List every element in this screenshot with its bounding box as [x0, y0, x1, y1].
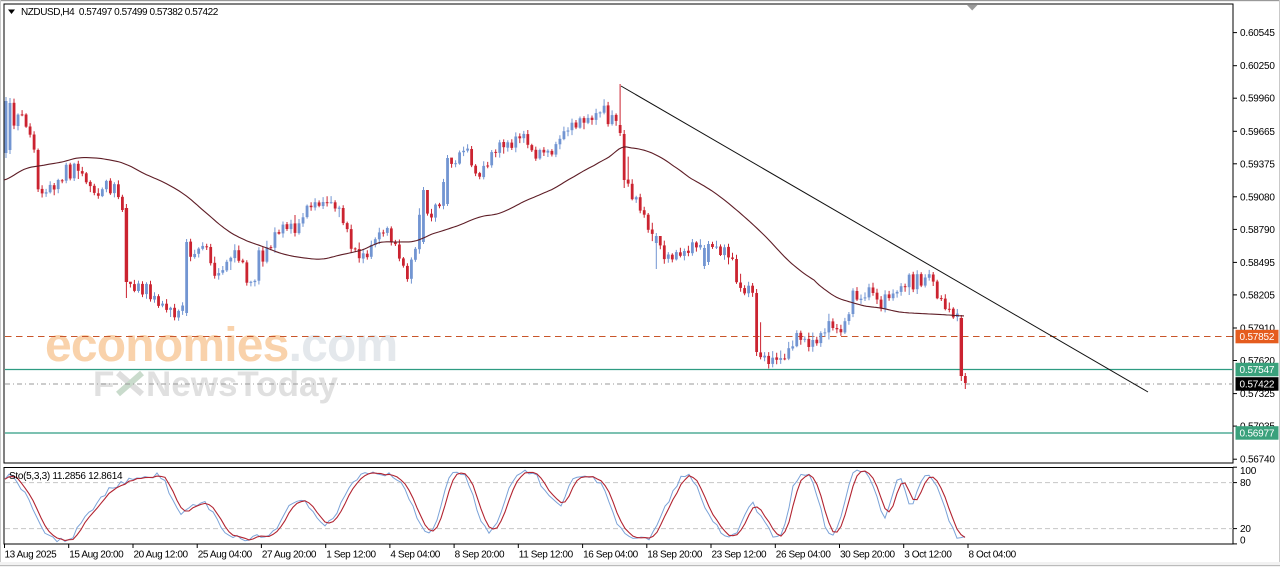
- svg-text:3 Oct 12:00: 3 Oct 12:00: [904, 550, 952, 561]
- svg-text:20: 20: [1240, 524, 1251, 535]
- svg-text:economies.com: economies.com: [45, 319, 397, 372]
- svg-text:4 Sep 04:00: 4 Sep 04:00: [390, 550, 440, 561]
- svg-text:8 Sep 20:00: 8 Sep 20:00: [455, 550, 505, 561]
- svg-text:25 Aug 04:00: 25 Aug 04:00: [198, 550, 253, 561]
- svg-text:20 Aug 12:00: 20 Aug 12:00: [134, 550, 189, 561]
- svg-text:0: 0: [1240, 535, 1246, 546]
- svg-text:0.58790: 0.58790: [1240, 225, 1275, 236]
- svg-text:80: 80: [1240, 478, 1251, 489]
- svg-text:0.59375: 0.59375: [1240, 159, 1275, 170]
- svg-text:23 Sep 12:00: 23 Sep 12:00: [712, 550, 768, 561]
- svg-text:0.57422: 0.57422: [1240, 380, 1275, 391]
- svg-text:8 Oct 04:00: 8 Oct 04:00: [969, 550, 1017, 561]
- svg-text:26 Sep 04:00: 26 Sep 04:00: [776, 550, 832, 561]
- svg-text:100: 100: [1240, 466, 1257, 477]
- svg-text:0.58205: 0.58205: [1240, 290, 1275, 301]
- svg-text:0.57325: 0.57325: [1240, 389, 1275, 400]
- svg-text:0.57620: 0.57620: [1240, 356, 1275, 367]
- svg-text:1 Sep 12:00: 1 Sep 12:00: [326, 550, 376, 561]
- svg-text:0.60250: 0.60250: [1240, 61, 1275, 72]
- svg-text:Sto(5,3,3) 11.2856 12.8614: Sto(5,3,3) 11.2856 12.8614: [9, 471, 123, 482]
- svg-text:0.59080: 0.59080: [1240, 192, 1275, 203]
- svg-text:0.58495: 0.58495: [1240, 258, 1275, 269]
- svg-text:0.57852: 0.57852: [1240, 332, 1275, 343]
- svg-text:30 Sep 20:00: 30 Sep 20:00: [840, 550, 896, 561]
- svg-text:0.59960: 0.59960: [1240, 94, 1275, 105]
- svg-text:0.56740: 0.56740: [1240, 455, 1275, 466]
- svg-text:NZDUSD,H4 0.57497 0.57499 0.5: NZDUSD,H4 0.57497 0.57499 0.57382 0.5742…: [21, 7, 219, 18]
- svg-text:13 Aug 2025: 13 Aug 2025: [5, 550, 58, 561]
- svg-text:15 Aug 20:00: 15 Aug 20:00: [69, 550, 124, 561]
- svg-text:16 Sep 04:00: 16 Sep 04:00: [583, 550, 639, 561]
- svg-text:18 Sep 20:00: 18 Sep 20:00: [647, 550, 703, 561]
- svg-text:0.59665: 0.59665: [1240, 127, 1275, 138]
- svg-text:0.60545: 0.60545: [1240, 28, 1275, 39]
- svg-text:0.57547: 0.57547: [1240, 365, 1275, 376]
- svg-text:11 Sep 12:00: 11 Sep 12:00: [519, 550, 574, 561]
- svg-text:0.57910: 0.57910: [1240, 324, 1275, 335]
- svg-text:0.56977: 0.56977: [1240, 429, 1275, 440]
- svg-text:27 Aug 20:00: 27 Aug 20:00: [262, 550, 317, 561]
